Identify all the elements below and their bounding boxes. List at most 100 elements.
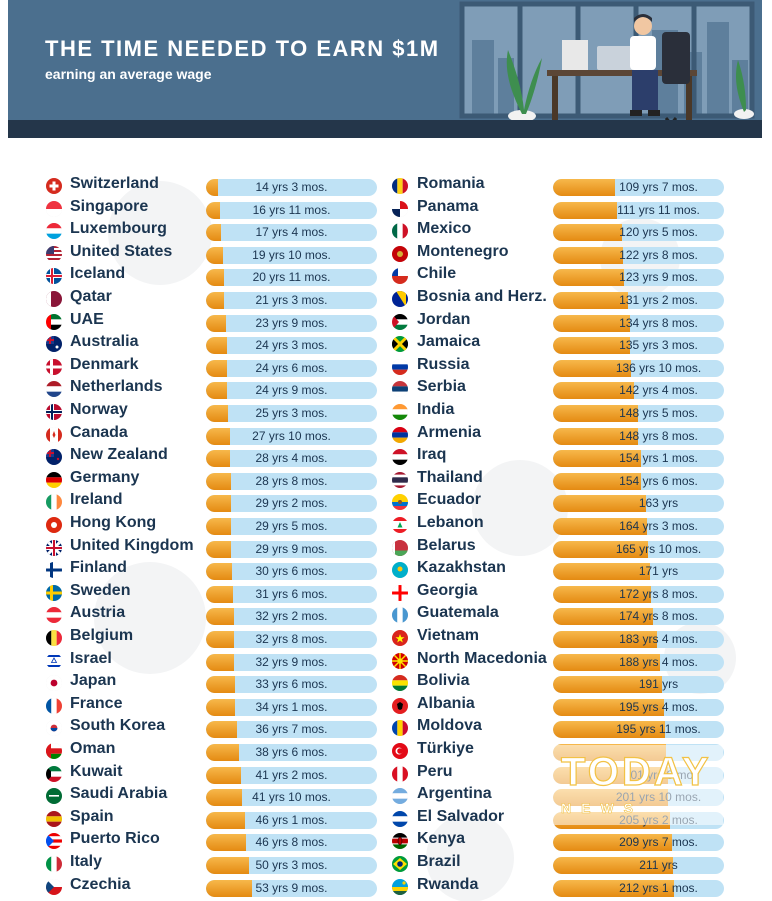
flag-at-icon [46,607,62,624]
bar [553,224,622,242]
bar-track: 209 yrs 7 mos. [553,834,724,852]
flag-mx-icon [392,223,408,240]
bar-track: 32 yrs 8 mos. [206,631,377,648]
bar-track: 19 yrs 10 mos. [206,246,377,264]
flag-is-icon [46,268,62,285]
bar-value-label: 53 yrs 9 mos. [255,880,328,895]
bar-value-label: 41 yrs 10 mos. [252,790,331,805]
bar-track: 122 yrs 8 mos. [553,246,724,264]
country-label: Italy [70,853,103,870]
bar [206,563,233,581]
bar-value-label: 27 yrs 10 mos. [252,428,331,443]
bar [206,359,227,377]
flag-ca-icon [46,426,62,443]
bar-track: 165 yrs 10 mos. [553,540,724,558]
bar-track: 46 yrs 1 mos. [206,811,377,829]
country-label: Czechia [70,875,131,893]
bar-value-label: 122 yrs 8 mos. [619,247,698,262]
bar-track: 171 yrs [553,563,724,581]
bar-track: 29 yrs 9 mos. [206,540,377,558]
country-label: Argentina [417,785,492,803]
country-label: North Macedonia [417,649,547,667]
bar-track: 154 yrs 6 mos. [553,472,724,490]
bar [206,789,242,807]
country-label: Saudi Arabia [70,785,168,803]
bar-value-label: 191 yrs [638,677,679,692]
bar-value-label: 24 yrs 6 mos. [255,360,328,375]
flag-de-icon [46,471,62,488]
country-label: Mexico [417,220,472,238]
bar [206,337,227,355]
bar-value-label: 154 yrs 1 mos. [619,451,698,466]
flag-ae-icon [46,313,62,330]
bar-track: 21 yrs 3 mos. [206,292,377,309]
bar-track: 24 yrs 3 mos. [206,337,377,355]
country-label: Oman [70,740,116,757]
bar [553,631,658,648]
svg-text:NEWS: NEWS [561,800,643,816]
bar-track: 25 yrs 3 mos. [206,405,377,422]
flag-am-icon [392,426,408,443]
flag-cz-icon [46,878,62,895]
country-label: Bolivia [417,672,470,690]
bar-track: 148 yrs 8 mos. [553,427,724,445]
bar-value-label: 163 yrs [638,496,679,511]
flag-ec-icon [392,494,408,511]
flag-pe-icon [392,765,408,782]
bar [553,359,631,377]
bar [206,834,246,852]
flag-ba-icon [392,291,408,307]
country-label: Moldova [417,717,482,735]
bar-value-label: 109 yrs 7 mos. [619,180,698,194]
country-label: Peru [417,762,453,780]
country-label: Brazil [417,853,461,870]
flag-kw-icon [46,765,62,782]
bar-value-label: 131 yrs 2 mos. [619,293,698,307]
bar-value-label: 17 yrs 4 mos. [255,225,328,240]
bar [553,246,623,264]
bar-value-label: 28 yrs 8 mos. [255,473,328,488]
country-label: El Salvador [417,807,505,825]
bar-value-label: 154 yrs 6 mos. [619,473,698,488]
bar-value-label: 30 yrs 6 mos. [255,564,328,579]
today-news-logo-graphic: TODAY NEWS [553,745,723,825]
country-label: New Zealand [70,446,168,464]
country-label: Vietnam [417,627,479,644]
flag-se-icon [46,584,62,601]
country-label: Puerto Rico [70,830,160,848]
bar [553,405,638,422]
bar-track: 188 yrs 4 mos. [553,653,724,671]
flag-it-icon [46,856,62,872]
bar-value-label: 211 yrs [639,858,678,872]
country-label: South Korea [70,717,166,735]
bar [553,472,642,490]
bar [553,382,635,400]
bar-value-label: 50 yrs 3 mos. [255,858,328,872]
country-label: Belarus [417,536,476,554]
flag-cl-icon [392,268,408,285]
country-label: Netherlands [70,378,163,396]
bar-track: 28 yrs 8 mos. [206,472,377,490]
country-label: UAE [70,310,104,328]
header-band [8,120,762,138]
bar-track: 134 yrs 8 mos. [553,314,724,332]
bar-value-label: 24 yrs 3 mos. [255,338,328,353]
bar [553,608,653,626]
bar [206,631,234,648]
bar-track: 172 yrs 8 mos. [553,585,724,603]
bar-value-label: 20 yrs 11 mos. [252,270,331,285]
bar-value-label: 21 yrs 3 mos. [255,293,328,307]
svg-text:TODAY: TODAY [561,750,712,794]
flag-iq-icon [392,449,408,466]
chart-subtitle: earning an average wage [45,66,212,82]
bar-track: 41 yrs 2 mos. [206,766,377,784]
bar-value-label: 29 yrs 2 mos. [255,496,328,511]
country-label: Romania [417,175,485,192]
country-label: Rwanda [417,875,479,893]
bar [206,698,236,716]
flag-in-icon [392,404,408,420]
country-label: Germany [70,468,140,486]
bar-value-label: 188 yrs 4 mos. [619,654,698,669]
bar-value-label: 171 yrs [638,564,679,579]
bar [553,337,631,355]
